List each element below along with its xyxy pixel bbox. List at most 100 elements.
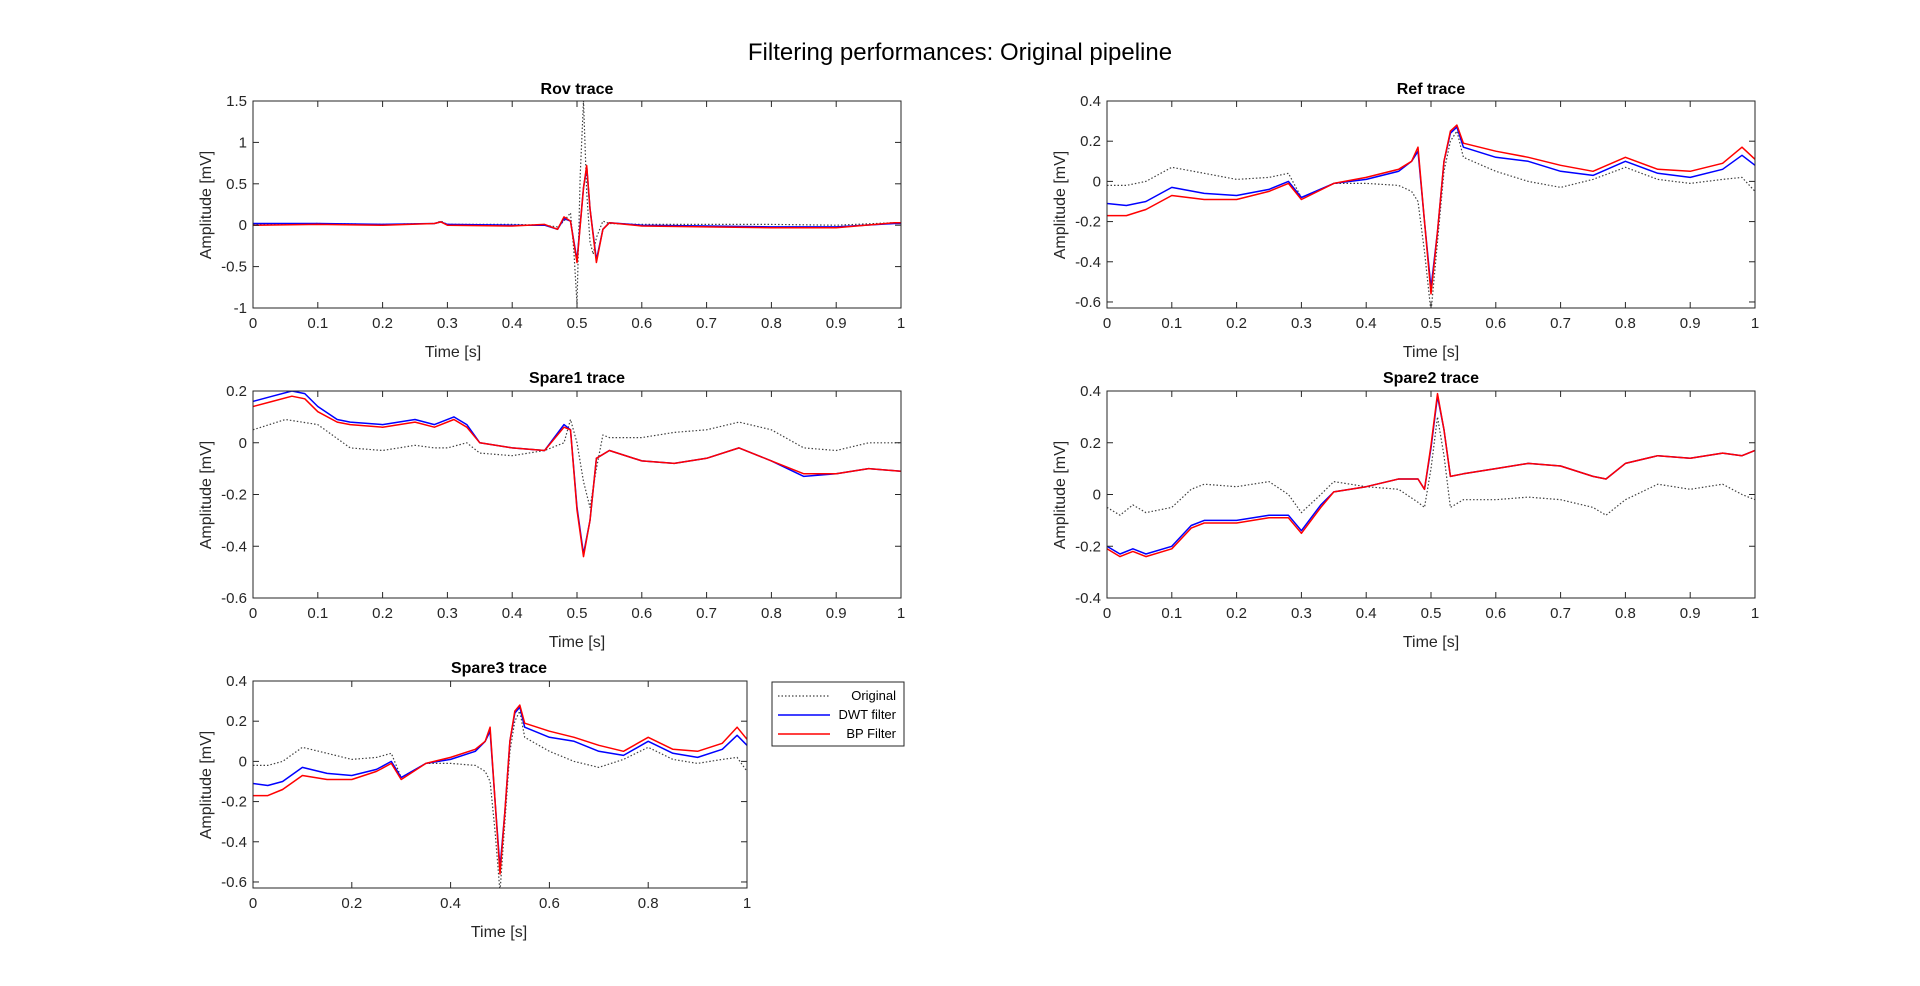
spare2-trace-axes: 0 0.1 0.2 0.3 0.4 0.5 0.6 0.7 0.8 0.9 1 -0.4 -0.2 0 0.…: [1075, 383, 1759, 622]
rov-trace-ytick-label: -0.5: [221, 259, 247, 276]
ref-trace-series-bp-filter: [1107, 124, 1755, 295]
spare2-trace-ytick-label: 0: [1093, 487, 1101, 504]
spare1-trace-xtick-label: 0.5: [567, 605, 588, 622]
ref-trace-ytick-label: 0: [1093, 173, 1101, 190]
spare2-trace-xtick-label: 1: [1751, 605, 1759, 622]
legend-label-bp-filter: BP Filter: [846, 726, 896, 741]
ref-trace-ytick-label: 0.4: [1080, 93, 1101, 110]
spare3-trace-ytick-label: 0.4: [226, 673, 247, 690]
ref-trace-ylabel: Amplitude [mV]: [1052, 151, 1069, 259]
rov-trace-title: Rov trace: [541, 81, 614, 98]
spare1-trace-series-group: [253, 391, 901, 558]
spare3-trace-ytick-label: 0.2: [226, 713, 247, 730]
ref-trace-xtick-label: 0.4: [1356, 315, 1377, 332]
spare1-trace-xlabel: Time [s]: [549, 634, 605, 651]
spare1-trace-xtick-label: 0.3: [437, 605, 458, 622]
spare3-trace-ytick-label: -0.6: [221, 874, 247, 891]
rov-trace-xtick-label: 0.5: [567, 315, 588, 332]
spare3-trace-xtick-label: 0.6: [539, 895, 560, 912]
spare2-trace-xtick-label: 0.3: [1291, 605, 1312, 622]
ref-trace-xtick-label: 1: [1751, 315, 1759, 332]
ref-trace-xtick-label: 0.1: [1161, 315, 1182, 332]
spare2-trace-title: Spare2 trace: [1383, 370, 1479, 387]
spare1-trace-xtick-label: 0: [249, 605, 257, 622]
rov-trace-ytick-label: 1: [239, 134, 247, 151]
spare1-trace-ytick-label: 0.2: [226, 383, 247, 400]
spare2-trace-xtick-label: 0.2: [1226, 605, 1247, 622]
spare2-trace-xtick-label: 0: [1103, 605, 1111, 622]
spare3-trace-xtick-label: 0.2: [341, 895, 362, 912]
ref-trace-xtick-label: 0: [1103, 315, 1111, 332]
spare1-trace-series-original: [253, 418, 901, 508]
spare3-trace-axes: 0 0.2 0.4 0.6 0.8 1 -0.6 -0.4 -0.2 0 0.2 0.4: [221, 673, 751, 912]
ref-trace-series-group: [1107, 124, 1755, 308]
spare1-trace-ylabel: Amplitude [mV]: [198, 441, 215, 549]
spare2-trace-xtick-label: 0.8: [1615, 605, 1636, 622]
subplot-rov-trace: Rov trace Time [s] Amplitude [mV]: [198, 81, 614, 361]
spare1-trace-xtick-label: 1: [897, 605, 905, 622]
spare1-trace-xtick-label: 0.6: [631, 605, 652, 622]
spare3-trace-xlabel: Time [s]: [471, 924, 527, 941]
spare3-trace-series-original: [253, 710, 747, 888]
rov-trace-series-original: [253, 101, 901, 305]
rov-trace-ytick-label: -1: [234, 300, 247, 317]
ref-trace-axes: 0 0.1 0.2 0.3 0.4 0.5 0.6 0.7 0.8 0.9 1 -0.6 -0.4 -0.…: [1075, 93, 1759, 332]
ref-trace-ytick-label: -0.6: [1075, 294, 1101, 311]
rov-trace-series-group: [253, 101, 901, 305]
subplot-ref-trace: Ref trace Time [s] Amplitude [mV]: [1052, 81, 1465, 361]
spare2-trace-series-bp-filter: [1107, 392, 1755, 558]
rov-trace-xtick-label: 0.6: [631, 315, 652, 332]
spare1-trace-xtick-label: 0.2: [372, 605, 393, 622]
rov-trace-xtick-label: 0.8: [761, 315, 782, 332]
subplot-spare1-trace: Spare1 trace Time [s] Amplitude [mV]: [198, 370, 625, 651]
spare1-trace-xtick-label: 0.9: [826, 605, 847, 622]
spare2-trace-ytick-label: -0.4: [1075, 590, 1101, 607]
spare2-trace-xtick-label: 0.9: [1680, 605, 1701, 622]
figure-title: Filtering performances: Original pipelin…: [748, 39, 1172, 66]
spare1-trace-ytick-label: -0.4: [221, 538, 247, 555]
ref-trace-title: Ref trace: [1397, 81, 1466, 98]
spare3-trace-xtick-label: 0.8: [638, 895, 659, 912]
rov-trace-axes: 0 0.1 0.2 0.3 0.4 0.5 0.6 0.7 0.8 0.9 1 -1 -0.5 0 0.5 1…: [221, 93, 905, 332]
subplot-spare2-trace: Spare2 trace Time [s] Amplitude [mV]: [1052, 370, 1479, 651]
rov-trace-xtick-label: 0.1: [307, 315, 328, 332]
spare3-trace-ytick-label: -0.4: [221, 834, 247, 851]
spare3-trace-series-group: [253, 704, 747, 888]
spare1-trace-xtick-label: 0.7: [696, 605, 717, 622]
subplot-spare3-trace: Spare3 trace Time [s] Amplitude [mV]: [198, 660, 547, 941]
spare1-trace-ytick-label: 0: [239, 435, 247, 452]
spare2-trace-ytick-label: -0.2: [1075, 538, 1101, 555]
spare3-trace-xtick-label: 0.4: [440, 895, 461, 912]
spare1-trace-ytick-label: -0.6: [221, 590, 247, 607]
legend-label-dwt-filter: DWT filter: [838, 707, 896, 722]
ref-trace-xlabel: Time [s]: [1403, 344, 1459, 361]
spare2-trace-series-group: [1107, 392, 1755, 558]
spare1-trace-ytick-label: -0.2: [221, 487, 247, 504]
spare1-trace-axes: 0 0.1 0.2 0.3 0.4 0.5 0.6 0.7 0.8 0.9 1 -0.6 -0.4 -0.…: [221, 383, 905, 622]
ref-trace-ytick-label: -0.4: [1075, 254, 1101, 271]
spare3-trace-xtick-label: 0: [249, 895, 257, 912]
ref-trace-series-original: [1107, 130, 1755, 308]
spare2-trace-ylabel: Amplitude [mV]: [1052, 441, 1069, 549]
ref-trace-xtick-label: 0.8: [1615, 315, 1636, 332]
plot-layer: 0 0.1 0.2 0.3 0.4 0.5 0.6 0.7 0.8 0.9 1 -1 -0.5 0 0.5 1…: [221, 93, 1759, 912]
spare2-trace-ytick-label: 0.4: [1080, 383, 1101, 400]
rov-trace-xtick-label: 0.4: [502, 315, 523, 332]
spare1-trace-xtick-label: 0.8: [761, 605, 782, 622]
spare3-trace-series-bp-filter: [253, 704, 747, 875]
rov-trace-ytick-label: 0.5: [226, 176, 247, 193]
spare1-trace-series-bp-filter: [253, 395, 901, 558]
spare2-trace-xtick-label: 0.5: [1421, 605, 1442, 622]
rov-trace-xlabel: Time [s]: [425, 344, 481, 361]
rov-trace-xtick-label: 1: [897, 315, 905, 332]
spare3-trace-title: Spare3 trace: [451, 660, 547, 677]
rov-trace-xtick-label: 0: [249, 315, 257, 332]
spare3-trace-xtick-label: 1: [743, 895, 751, 912]
rov-trace-xtick-label: 0.9: [826, 315, 847, 332]
ref-trace-xtick-label: 0.7: [1550, 315, 1571, 332]
spare2-trace-xtick-label: 0.6: [1485, 605, 1506, 622]
legend: Original DWT filter BP Filter: [771, 681, 905, 747]
spare2-trace-xtick-label: 0.7: [1550, 605, 1571, 622]
rov-trace-ytick-label: 1.5: [226, 93, 247, 110]
